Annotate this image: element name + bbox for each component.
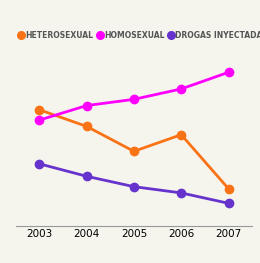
Legend: HETEROSEXUAL, HOMOSEXUAL, DROGAS INYECTADAS: HETEROSEXUAL, HOMOSEXUAL, DROGAS INYECTA… [20,31,260,40]
